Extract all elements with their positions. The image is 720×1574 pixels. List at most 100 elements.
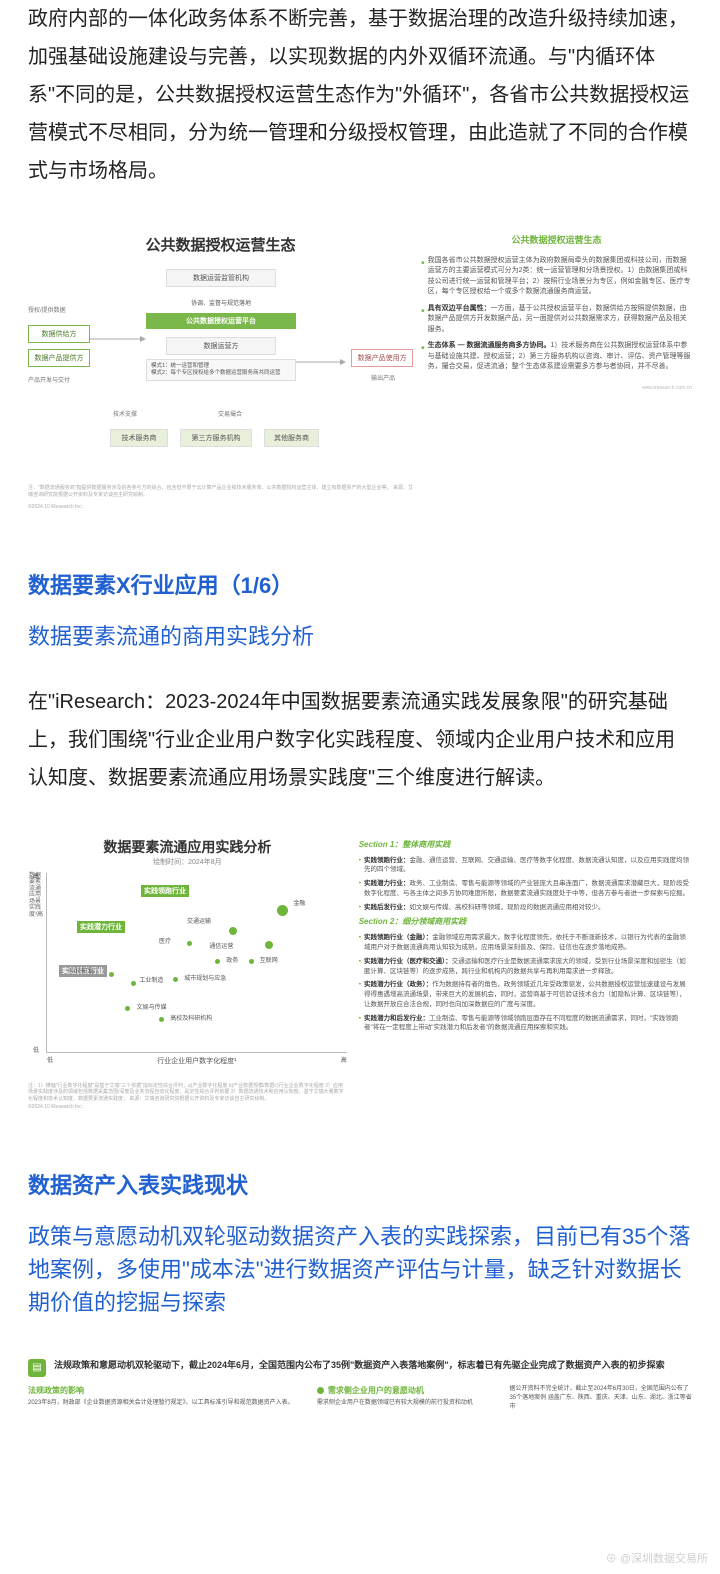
d1-output: 输出产品 [371,373,395,382]
d1-bullet-3-text: 生态体系 — 数据流通服务商多方协同。1）技术服务商在公共数据授权运营体系中参与… [428,341,692,373]
heading-2: 数据资产入表实践现状 [0,1151,720,1214]
diagram-1-title: 公共数据授权运营生态 [28,230,413,269]
d2-title: 数据要素流通应用实践分析 [28,837,347,857]
chart-dot [265,941,273,949]
d3-left-title: 法规政策的影响 [28,1385,307,1396]
document-icon: ▤ [28,1359,46,1377]
chart-dot-label: 高校及科研机构 [170,1013,212,1022]
diagram-2-container: 数据要素流通应用实践分析 绘制时间：2024年8月 数据要素流通应用场景实践度³… [0,827,720,1151]
d1-bottom2: 交易撮合 [218,409,242,418]
d2-s2-b3: •实践潜力行业（政务）：作为数据持有者的角色，政务领域近几年受政策驱发，公共数据… [359,980,692,1009]
d2-chart: 数据要素流通应用场景实践度³高 高 低 行业企业用户数字化程度¹ 低 高 实践领… [46,873,347,1053]
d1-bullet-2-text: 具有双边平台属性：一方面，基于公共授权运营平台，数据供给方按照提供数据，由数据产… [428,304,692,336]
chart-dot [277,905,288,916]
d1-mgmt: 数据运营方 [166,337,276,355]
d2-s1-b2: •实践潜力行业：政务、工业制造、零售与能源等领域的产业链庞大且串连面广，数据流通… [359,879,692,899]
diagram-1-container: 公共数据授权运营生态 数据运营监管机构 协调、监督与规范落地 公共数据授权运营平… [0,220,720,551]
d3-right: 需求侧企业用户的意愿动机 需求侧企业用户在数据领域已有较大规模的前行投资和动机 … [317,1385,692,1412]
d2-subtitle: 绘制时间：2024年8月 [28,857,347,867]
d2-xlabel: 行业企业用户数字化程度¹ [47,1056,347,1066]
d1-footnote: 注："数据流通服务商"指提供数据服务涉及的各参与方的综合，包含但不限于云计算产品… [28,485,413,498]
d1-copyright-row: ©2024.10 iResearch Inc. [28,504,413,511]
chart-dot-label: 互联网 [260,955,278,964]
d1-left3: 数据产品提供方 [28,349,90,367]
d3-left: 法规政策的影响 2023年8月，财政部《企业数据资源相关会计处理暂行规定》、以工… [28,1385,307,1412]
diagram-3-container: ▤ 法规政策和意愿动机双轮驱动下，截止2024年6月，全国范围内公布了35例"数… [0,1359,720,1412]
chart-dot-label: 城市规划与应急 [184,973,226,982]
chart-dot [125,1006,130,1011]
diagram-1-left: 公共数据授权运营生态 数据运营监管机构 协调、监督与规范落地 公共数据授权运营平… [28,230,413,511]
intro-paragraph: 政府内部的一体化政务体系不断完善，基于数据治理的改造升级持续加速，加强基础设施建… [0,0,720,220]
d2-quad2: 实践潜力行业 [77,921,125,933]
d2-ybot: 低 [33,1045,39,1054]
bullet-icon: • [359,856,361,876]
bullet-icon: • [359,933,361,953]
d1-modes: 模式1：统一运营和管理 模式2：每个专区授权给多个数据运营服务商共同运营 [146,359,296,381]
d1-bottom1: 技术支撑 [113,409,137,418]
bullet-icon: • [421,304,425,336]
chart-dot-label: 科技研发 [69,966,93,975]
d3-header: ▤ 法规政策和意愿动机双轮驱动下，截止2024年6月，全国范围内公布了35例"数… [28,1359,692,1377]
bullet-icon: • [359,980,361,1009]
dot-icon [317,1387,324,1394]
chart-dot [187,941,192,946]
d1-mode2: 模式2：每个专区授权给多个数据运营服务商共同运营 [151,370,291,377]
d2-footnote: 注：1）横轴"行业数字化程度"是基于艾瑞"三个依据"指标定性综合评判；a)产业数… [28,1083,347,1103]
chart-dot-label: 交通运输 [187,916,211,925]
d2-ytop: 高 [33,871,39,880]
d2-quad1: 实践领跑行业 [141,885,189,897]
d2-section1-title: Section 1：整体商用实践 [359,839,692,851]
d1-right-title: 公共数据授权运营生态 [421,234,692,248]
chart-dot [215,959,220,964]
diagram-1-right: 公共数据授权运营生态 • 我国各省市公共数据授权运营主体为政府数据局牵头的数据集… [421,230,692,511]
chart-dot [159,1017,164,1022]
d2-s2-b1: •实践领跑行业（金融）：金融领域应用需求最大，数字化程度领先，依托于不断涨新技术… [359,933,692,953]
d3-right-title: 需求侧企业用户的意愿动机 [317,1385,500,1396]
chart-dot [131,981,136,986]
d1-top-box: 数据运营监管机构 [166,269,276,287]
d3-right-text: 需求侧企业用户在数据领域已有较大规模的前行投资和动机 [317,1399,500,1408]
subheading-1: 数据要素流通的商用实践分析 [0,614,720,683]
d3-right-note: 据公开资料不完全统计，截止至2024年6月30日，全国范围内公布了35个落地案例… [509,1385,692,1412]
d1-url: www.iresearch.com.cn [421,385,692,393]
d1-top-sub: 协调、监督与规范落地 [168,295,274,310]
bullet-icon: • [421,256,425,298]
d2-s2-b4: •实践潜力和后发行业：工业制造、零售与能源等领域领跑层面存在不同程度的数据流通需… [359,1014,692,1034]
bullet-icon: • [359,957,361,977]
d1-bullet-2: • 具有双边平台属性：一方面，基于公共授权运营平台，数据供给方按照提供数据，由数… [421,304,692,336]
body-1: 在"iResearch：2023-2024年中国数据要素流通实践发展象限"的研究… [0,683,720,827]
watermark: ⊕ @深圳数据交易所 [606,1550,708,1566]
d1-svc3: 其他服务商 [264,429,319,447]
d1-left4: 产品开发与交付 [28,375,78,384]
bullet-icon: • [359,879,361,899]
subheading-2: 政策与意愿动机双轮驱动数据资产入表的实践探索，目前已有35个落地案例，多使用"成… [0,1214,720,1359]
chart-dot [109,972,114,977]
d1-left2: 数据供给方 [28,325,90,343]
d2-section2-title: Section 2：细分领域商用实践 [359,916,692,928]
arrow-icon [296,357,346,369]
chart-dot [229,927,237,935]
heading-1: 数据要素X行业应用（1/6） [0,551,720,614]
d1-svc2: 第三方服务机构 [180,429,252,447]
d1-right-box: 数据产品使用方 [351,349,413,367]
d1-platform: 公共数据授权运营平台 [146,313,296,329]
chart-dot-label: 工业制造 [139,975,163,984]
chart-dot-label: 金融 [293,898,305,907]
chart-dot [249,959,254,964]
diagram-2-right: Section 1：整体商用实践 •实践领跑行业：金融、通信运营、互联网、交通运… [359,837,692,1111]
chart-dot-label: 通信运营 [209,941,233,950]
bullet-icon: • [359,903,361,913]
d3-header-text: 法规政策和意愿动机双轮驱动下，截止2024年6月，全国范围内公布了35例"数据资… [54,1359,665,1372]
d2-copyright: ©2024.10 iResearch Inc. [28,1104,347,1111]
chart-dot [173,977,178,982]
d2-xright: 高 [341,1055,347,1064]
d2-s2-b2: •实践潜力行业（医疗和交通）：交通运输和医疗行业是数据流通需求庞大的领域，受到行… [359,957,692,977]
d1-bullet-1-text: 我国各省市公共数据授权运营主体为政府数据局牵头的数据集团或科技公司，而数据运营方… [428,256,692,298]
d2-s1-b3: •实践后发行业：如文娱与传媒、高校科研等领域，现阶段的数据流通应用相对较少。 [359,903,692,913]
d1-left1: 授权/提供数据 [28,305,66,314]
bullet-icon: • [421,341,425,373]
d2-s1-b1: •实践领跑行业：金融、通信运营、互联网、交通运输、医疗等数字化程度、数据流通认知… [359,856,692,876]
chart-dot-label: 医疗 [159,936,171,945]
d1-copyright: ©2024.10 iResearch Inc. [28,504,83,511]
d2-xleft: 低 [47,1055,53,1064]
